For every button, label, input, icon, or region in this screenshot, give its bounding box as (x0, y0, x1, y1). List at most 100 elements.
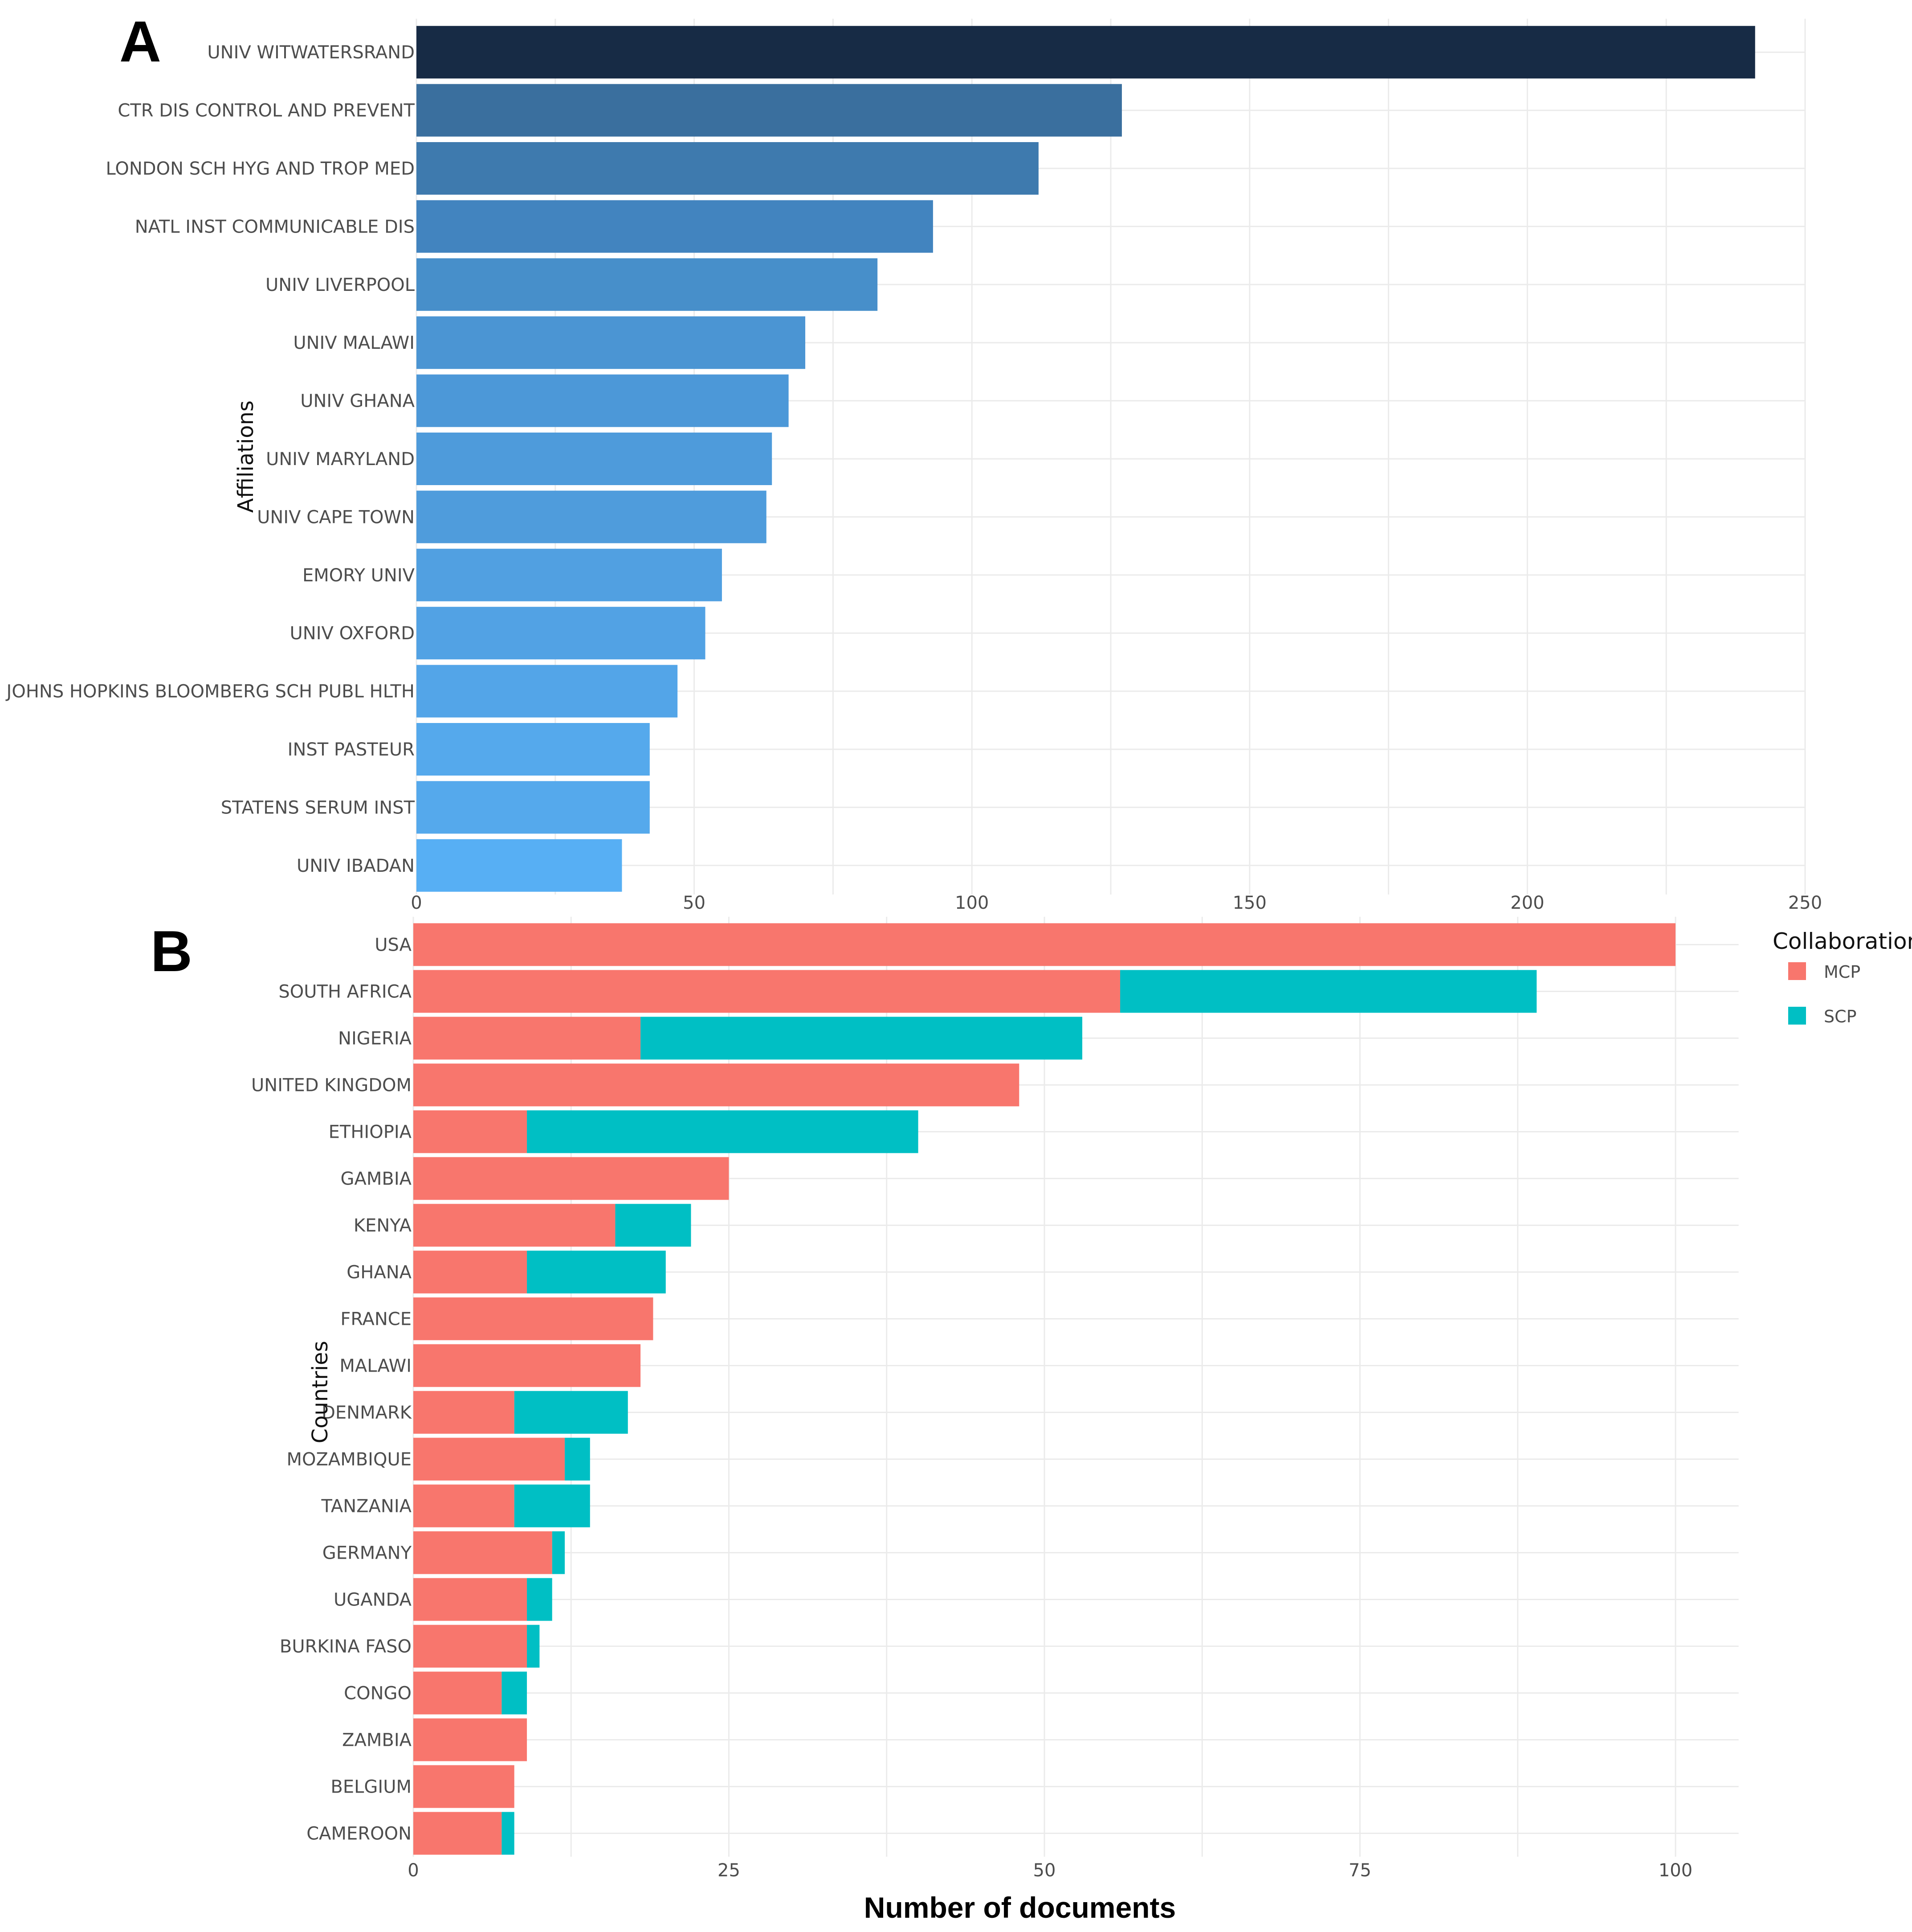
bar-ethiopia-mcp (413, 1110, 527, 1153)
category-label-univ-oxford: UNIV OXFORD (290, 623, 415, 644)
bar-mozambique-mcp (413, 1438, 565, 1481)
bar-denmark-scp (514, 1391, 628, 1434)
bar-natl-inst-communicable-dis (416, 200, 933, 253)
category-label-tanzania: TANZANIA (321, 1496, 412, 1517)
bar-london-sch-hyg-and-trop-med (416, 142, 1039, 195)
bar-united-kingdom-mcp (413, 1063, 1019, 1107)
category-label-burkina-faso: BURKINA FASO (280, 1637, 412, 1657)
category-label-cameroon: CAMEROON (306, 1824, 412, 1844)
category-label-johns-hopkins-bloomberg-sch-publ-hlth: JOHNS HOPKINS BLOOMBERG SCH PUBL HLTH (5, 682, 415, 702)
category-label-univ-ibadan: UNIV IBADAN (297, 856, 415, 876)
category-label-ghana: GHANA (347, 1262, 412, 1283)
category-label-univ-ghana: UNIV GHANA (300, 391, 415, 412)
legend-key-mcp (1788, 962, 1806, 980)
category-label-natl-inst-communicable-dis: NATL INST COMMUNICABLE DIS (135, 216, 415, 237)
category-label-nigeria: NIGERIA (338, 1029, 412, 1049)
panel-a-x-ticks: 0 50 100 150 200 250 (411, 893, 1822, 913)
bar-mozambique-scp (565, 1438, 590, 1481)
bar-univ-ghana (416, 374, 789, 427)
bar-germany-mcp (413, 1531, 552, 1574)
category-label-univ-maryland: UNIV MARYLAND (266, 449, 415, 470)
x-tick-100: 100 (1659, 1860, 1692, 1881)
category-label-congo: CONGO (344, 1683, 412, 1704)
category-label-denmark: DENMARK (322, 1403, 412, 1423)
bar-tanzania-scp (514, 1484, 590, 1528)
category-label-zambia: ZAMBIA (342, 1730, 412, 1751)
panel-b-x-ticks: 0 25 50 75 100 (408, 1860, 1692, 1881)
bar-uganda-mcp (413, 1578, 527, 1621)
bar-congo-mcp (413, 1671, 502, 1715)
category-label-belgium: BELGIUM (330, 1777, 412, 1797)
bar-burkina-faso-scp (527, 1625, 540, 1668)
bar-gambia-mcp (413, 1157, 729, 1200)
bar-tanzania-mcp (413, 1484, 514, 1528)
category-label-malawi: MALAWI (339, 1356, 412, 1376)
category-label-univ-cape-town: UNIV CAPE TOWN (257, 507, 415, 527)
bar-ghana-scp (527, 1250, 666, 1294)
legend: Collaboration MCP SCP (1773, 928, 1912, 1026)
category-label-kenya: KENYA (354, 1216, 412, 1236)
category-label-statens-serum-inst: STATENS SERUM INST (221, 797, 415, 818)
panel-b-x-axis-title: Number of documents (864, 1891, 1176, 1924)
category-label-france: FRANCE (340, 1309, 412, 1330)
bar-belgium-mcp (413, 1765, 514, 1808)
x-tick-200: 200 (1510, 893, 1544, 913)
legend-key-scp (1788, 1007, 1806, 1025)
category-label-ethiopia: ETHIOPIA (329, 1122, 412, 1143)
panel-b-category-labels: USA SOUTH AFRICA NIGERIA UNITED KINGDOM ETHI… (251, 935, 412, 1844)
x-tick-0: 0 (408, 1860, 419, 1881)
legend-label-mcp: MCP (1824, 962, 1860, 982)
bar-usa-mcp (413, 923, 1676, 966)
category-label-usa: USA (375, 935, 412, 956)
category-label-united-kingdom: UNITED KINGDOM (251, 1075, 412, 1096)
bar-univ-cape-town (416, 490, 766, 543)
bar-zambia-mcp (413, 1718, 527, 1761)
bar-kenya-mcp (413, 1204, 616, 1247)
bar-cameroon-mcp (413, 1812, 502, 1855)
panel-a-letter: A (119, 9, 161, 74)
bar-univ-liverpool (416, 258, 878, 311)
panel-b-letter: B (151, 919, 192, 984)
x-tick-0: 0 (411, 893, 422, 913)
panel-b-y-axis-title: Countries (308, 1341, 333, 1443)
bar-nigeria-scp (640, 1017, 1083, 1060)
bar-denmark-mcp (413, 1391, 514, 1434)
bar-statens-serum-inst (416, 781, 650, 834)
x-tick-75: 75 (1349, 1860, 1371, 1881)
bar-univ-ibadan (416, 839, 622, 892)
bar-johns-hopkins-bloomberg-sch-publ-hlth (416, 665, 678, 718)
panel-a-y-axis-title: Affiliations (233, 400, 258, 513)
category-label-germany: GERMANY (322, 1543, 412, 1564)
bar-ethiopia-scp (527, 1110, 918, 1153)
panel-a-bars (416, 26, 1755, 892)
bar-ctr-dis-control-and-prevent (416, 84, 1122, 137)
category-label-south-africa: SOUTH AFRICA (278, 982, 412, 1002)
category-label-london-sch-hyg-and-trop-med: LONDON SCH HYG AND TROP MED (106, 159, 415, 179)
category-label-ctr-dis-control-and-prevent: CTR DIS CONTROL AND PREVENT (118, 101, 415, 121)
x-tick-250: 250 (1788, 893, 1822, 913)
category-label-univ-malawi: UNIV MALAWI (293, 333, 415, 353)
bar-ghana-mcp (413, 1250, 527, 1294)
category-label-gambia: GAMBIA (341, 1169, 412, 1189)
panel-a-chart: A UNIV WITWATERSRAND CTR DIS CONTROL AND … (5, 9, 1822, 913)
x-tick-50: 50 (683, 893, 705, 913)
bar-univ-maryland (416, 433, 772, 485)
category-label-emory-univ: EMORY UNIV (302, 565, 415, 586)
category-label-univ-witwatersrand: UNIV WITWATERSRAND (207, 42, 415, 63)
bar-south-africa-scp (1120, 970, 1537, 1013)
bar-cameroon-scp (501, 1812, 514, 1855)
bar-germany-scp (552, 1531, 565, 1574)
x-tick-150: 150 (1233, 893, 1267, 913)
bar-congo-scp (501, 1671, 527, 1715)
bar-emory-univ (416, 548, 722, 601)
category-label-uganda: UGANDA (334, 1590, 412, 1610)
x-tick-25: 25 (718, 1860, 740, 1881)
legend-title: Collaboration (1773, 928, 1912, 954)
x-tick-50: 50 (1033, 1860, 1056, 1881)
bar-univ-malawi (416, 316, 806, 369)
x-tick-100: 100 (955, 893, 989, 913)
category-label-inst-pasteur: INST PASTEUR (288, 739, 415, 760)
bar-malawi-mcp (413, 1344, 641, 1387)
category-label-univ-liverpool: UNIV LIVERPOOL (265, 275, 415, 295)
